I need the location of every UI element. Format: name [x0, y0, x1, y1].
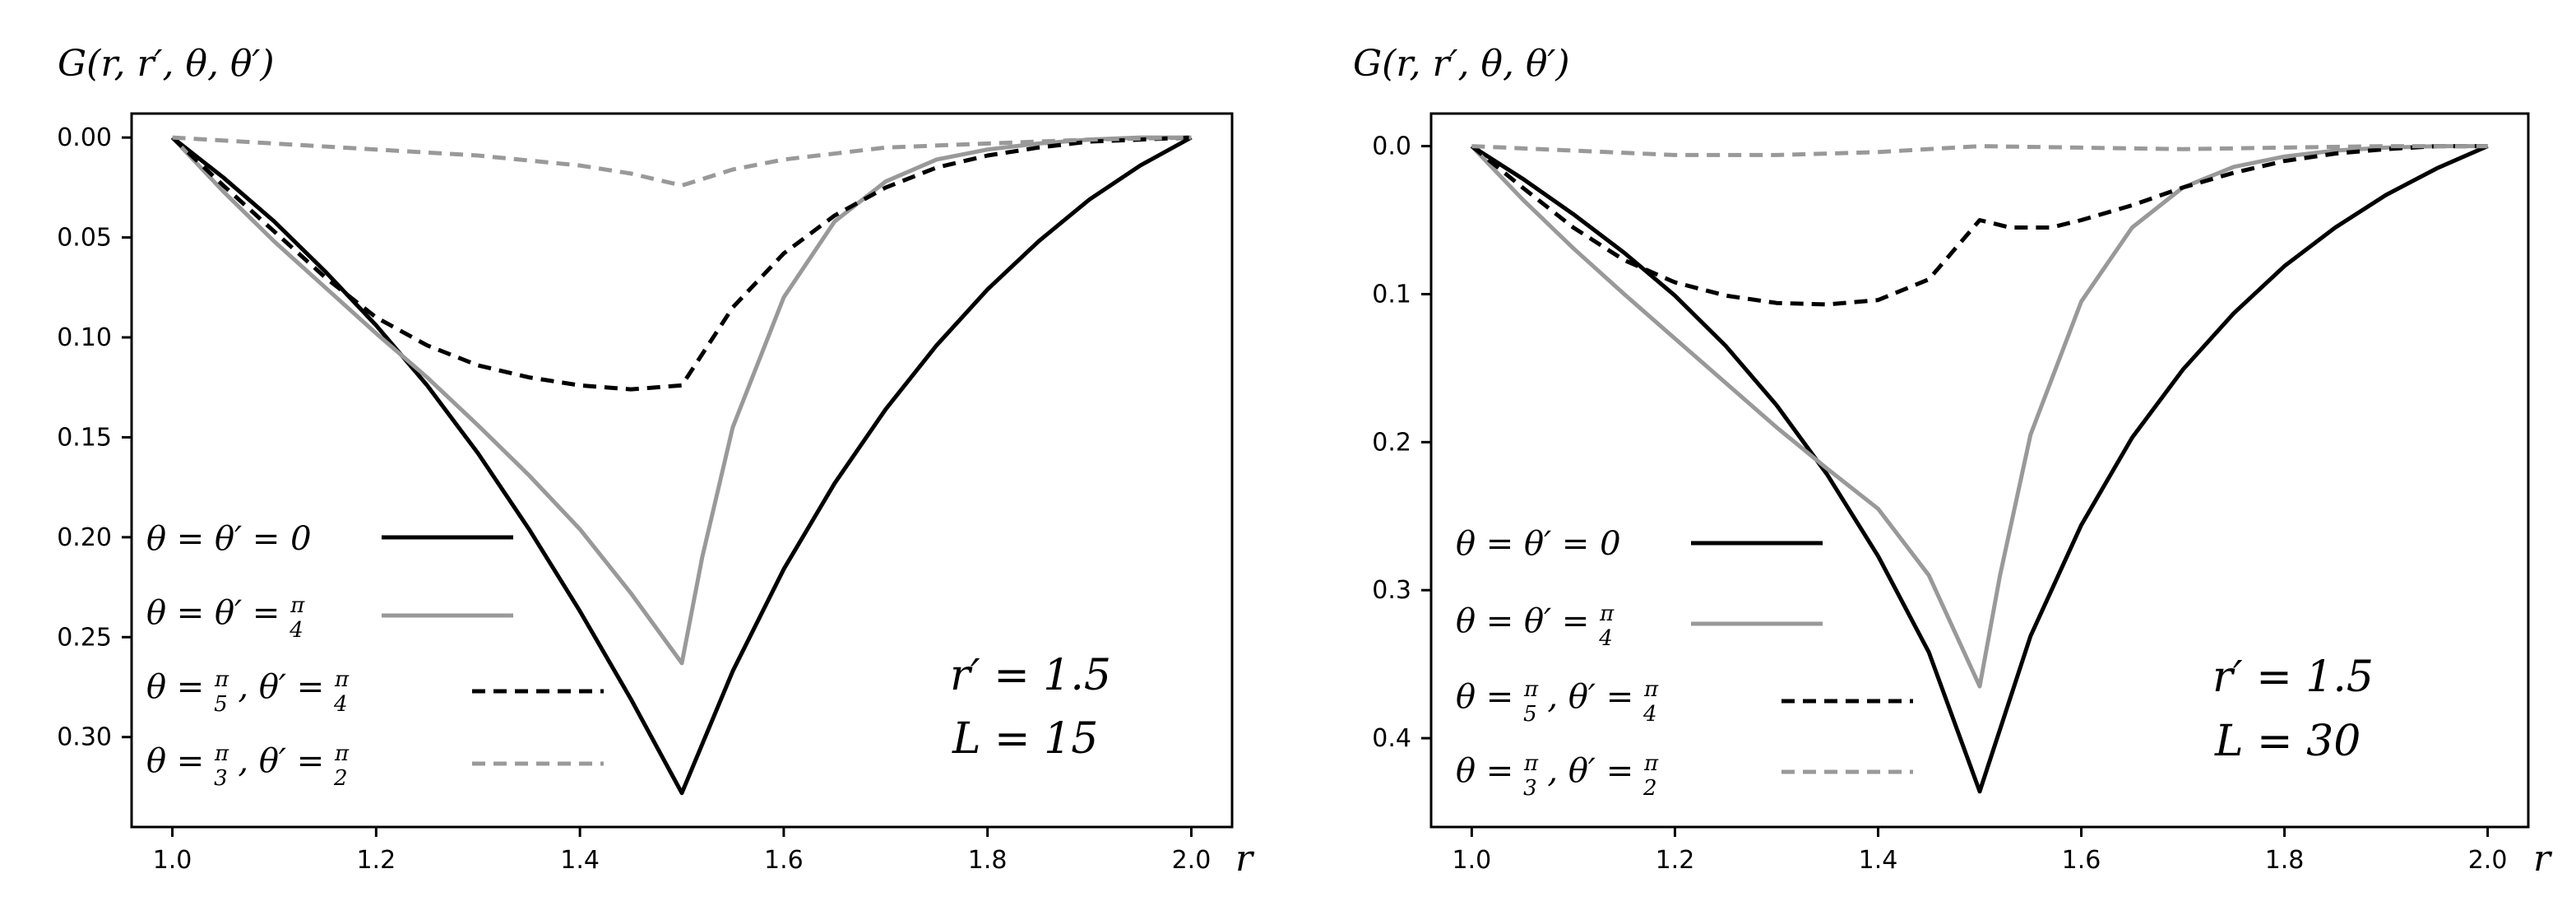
x-tick-label: 2.0	[2468, 846, 2508, 875]
y-tick-label: 0.05	[57, 224, 112, 253]
x-tick-label: 2.0	[1172, 846, 1212, 875]
annotation-L: L = 30	[2214, 717, 2361, 766]
y-tick-label: 0.0	[1372, 132, 1411, 161]
series-layer	[170, 135, 1193, 796]
y-tick-label: 0.3	[1372, 576, 1411, 605]
y-tick-label: 0.20	[57, 523, 112, 552]
x-tick-label: 1.8	[968, 846, 1008, 875]
legend-label-theta-equal-zero: θ = θ′ = 0	[146, 520, 312, 558]
annotation-r-prime: r′ = 1.5	[2212, 653, 2374, 702]
y-tick-label: 0.00	[57, 123, 112, 152]
y-ticks: 0.00 0.05 0.10 0.15 0.20 0.25 0.30	[57, 123, 132, 752]
y-tick-label: 0.30	[57, 723, 112, 752]
x-tick-label: 1.6	[2062, 846, 2101, 875]
x-tick-label: 1.2	[356, 846, 396, 875]
x-tick-label: 1.4	[1859, 846, 1898, 875]
x-tick-label: 1.2	[1656, 846, 1695, 875]
series-line-3	[1470, 144, 2488, 307]
x-ticks: 1.0 1.2 1.4 1.6 1.8 2.0	[1452, 827, 2508, 875]
annotation: r′ = 1.5 L = 30	[2212, 653, 2374, 766]
annotation-r-prime: r′ = 1.5	[950, 651, 1111, 700]
series-line-4	[172, 135, 1192, 188]
x-ticks: 1.0 1.2 1.4 1.6 1.8 2.0	[153, 827, 1212, 875]
legend-entry: θ = θ′ = 0	[1456, 525, 1823, 563]
plot-frame	[1429, 112, 2530, 829]
y-tick-label: 0.10	[57, 323, 112, 352]
x-axis-label: r	[2533, 838, 2553, 880]
series-line-3	[170, 135, 1192, 392]
x-axis-label: r	[1235, 838, 1255, 880]
legend-label-theta-equal-zero: θ = θ′ = 0	[1456, 525, 1621, 563]
y-tick-label: 0.25	[57, 623, 112, 652]
series-line-1	[171, 135, 1193, 796]
series-line-1	[1471, 144, 2489, 794]
legend-entry: θ = θ′ = 0	[146, 520, 513, 558]
chart-left: G(r, r′, θ, θ′) r 1.0 1.2 1.4 1.6 1.8 2.…	[57, 43, 1255, 880]
y-tick-label: 0.4	[1372, 724, 1411, 753]
x-tick-label: 1.8	[2265, 846, 2305, 875]
x-tick-label: 1.4	[560, 846, 600, 875]
y-tick-label: 0.2	[1372, 428, 1411, 457]
x-tick-label: 1.6	[764, 846, 804, 875]
y-tick-label: 0.1	[1372, 280, 1411, 309]
annotation: r′ = 1.5 L = 15	[950, 651, 1111, 764]
series-line-2	[170, 135, 1192, 666]
series-layer	[1470, 144, 2489, 794]
x-tick-label: 1.0	[1452, 846, 1492, 875]
y-tick-label: 0.15	[57, 423, 112, 452]
annotation-L: L = 15	[952, 714, 1098, 764]
x-tick-label: 1.0	[153, 846, 192, 875]
series-line-2	[1470, 144, 2488, 689]
plot-frame	[130, 112, 1234, 829]
y-ticks: 0.0 0.1 0.2 0.3 0.4	[1372, 132, 1431, 753]
series-line-4	[1471, 144, 2488, 157]
chart-right: G(r, r′, θ, θ′) r 1.0 1.2 1.4 1.6 1.8 2.…	[1353, 43, 2553, 880]
y-axis-label: G(r, r′, θ, θ′)	[1353, 43, 1570, 85]
y-axis-label: G(r, r′, θ, θ′)	[58, 43, 275, 85]
